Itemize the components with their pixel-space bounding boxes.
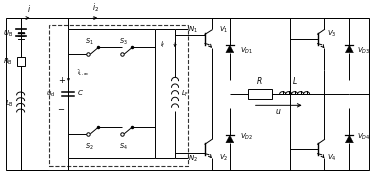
Text: $N_1$: $N_1$ (188, 24, 198, 35)
Text: $V_{D4}$: $V_{D4}$ (357, 132, 371, 142)
Text: $V_{D1}$: $V_{D1}$ (240, 46, 253, 56)
Polygon shape (345, 45, 353, 53)
Polygon shape (226, 135, 234, 143)
Bar (49, 25, 188, 166)
Text: +: + (58, 76, 65, 85)
Text: $L$: $L$ (292, 75, 297, 86)
Text: $R$: $R$ (256, 75, 263, 86)
Text: $C$: $C$ (77, 87, 84, 96)
Text: $V_{D2}$: $V_{D2}$ (240, 132, 253, 142)
Text: $L_{\rm B}$: $L_{\rm B}$ (5, 98, 14, 109)
Polygon shape (226, 45, 234, 53)
Text: $V_3$: $V_3$ (328, 29, 337, 39)
Text: $S_3$: $S_3$ (119, 36, 128, 46)
Text: $i_{\rm f}$: $i_{\rm f}$ (160, 40, 166, 50)
Text: $U_{\rm B}$: $U_{\rm B}$ (3, 29, 13, 39)
Text: $u$: $u$ (276, 107, 282, 116)
Text: $S_1$: $S_1$ (85, 36, 94, 46)
Bar (17, 57, 25, 66)
Text: $-$: $-$ (57, 103, 66, 112)
Text: $N_2$: $N_2$ (188, 153, 198, 164)
Text: $L_{\rm F}$: $L_{\rm F}$ (181, 89, 189, 99)
Text: $S_2$: $S_2$ (85, 141, 94, 152)
Text: $\hat{i}_{L,\rm ac}$: $\hat{i}_{L,\rm ac}$ (77, 67, 90, 77)
Bar (248, 89, 272, 99)
Text: $R_{\rm B}$: $R_{\rm B}$ (3, 57, 12, 67)
Text: $i_2$: $i_2$ (92, 2, 99, 14)
Text: $S_4$: $S_4$ (119, 141, 128, 152)
Text: $V_{D3}$: $V_{D3}$ (357, 46, 371, 56)
Text: $V_2$: $V_2$ (219, 152, 228, 163)
Text: $V_4$: $V_4$ (328, 152, 337, 163)
Text: $V_1$: $V_1$ (219, 25, 228, 35)
Text: $i$: $i$ (26, 3, 31, 14)
Polygon shape (345, 135, 353, 143)
Text: $u_{\rm d}$: $u_{\rm d}$ (46, 89, 55, 98)
